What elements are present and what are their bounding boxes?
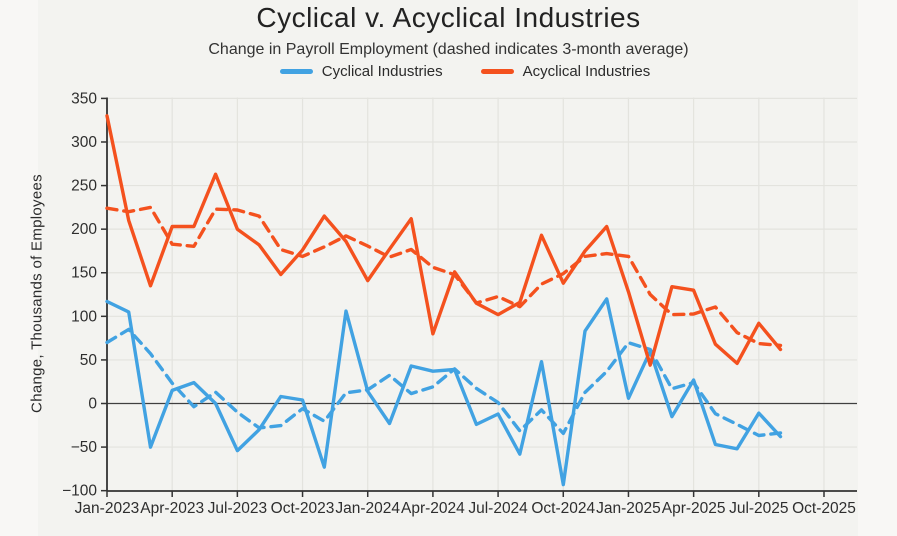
cyclical-line-swatch [279, 69, 313, 74]
y-tick-label: 100 [71, 308, 97, 325]
x-tick-label: Jul-2025 [729, 500, 788, 517]
cyclical-industries-line [105, 297, 783, 487]
x-tick-label: Jul-2024 [468, 500, 528, 517]
y-axis-title: Change, Thousands of Employees [28, 174, 46, 413]
x-tick-label: Apr-2025 [662, 500, 726, 517]
acyclical-industries-3-month-average-line [105, 205, 783, 348]
legend-item-acyclical[interactable]: Acyclical Industries [480, 63, 651, 80]
y-tick-label: 350 [71, 90, 97, 107]
x-tick-label: Jan-2023 [75, 500, 140, 517]
x-tick-label: Jan-2025 [596, 500, 661, 517]
y-tick-label: 250 [71, 178, 97, 195]
acyclical-line-swatch [480, 69, 514, 74]
x-tick-label: Oct-2023 [271, 500, 335, 517]
chart-subtitle: Change in Payroll Employment (dashed ind… [208, 41, 689, 58]
x-tick-label: Jan-2024 [335, 500, 400, 517]
chart-title: Cyclical v. Acyclical Industries [256, 2, 641, 33]
legend-item-cyclical[interactable]: Cyclical Industries [279, 63, 443, 80]
y-tick-label: 200 [71, 221, 97, 238]
y-tick-label: 50 [80, 352, 98, 369]
x-tick-label: Jul-2023 [208, 500, 267, 517]
x-tick-label: Oct-2024 [531, 500, 595, 517]
y-tick-label: 0 [88, 396, 97, 413]
x-tick-label: Oct-2025 [792, 500, 856, 517]
legend-label-cyclical: Cyclical Industries [321, 63, 443, 80]
x-tick-label: Apr-2024 [401, 500, 465, 517]
acyclical-industries-line [105, 114, 783, 367]
y-tick-label: 150 [71, 265, 97, 282]
cyclical-industries-3-month-average-line [105, 327, 783, 438]
legend-label-acyclical: Acyclical Industries [522, 63, 651, 80]
y-tick-label: 300 [71, 134, 97, 151]
y-tick-label: −100 [62, 483, 97, 500]
y-tick-label: −50 [71, 439, 98, 456]
x-tick-label: Apr-2023 [140, 500, 204, 517]
legend: Cyclical Industries Acyclical Industries [0, 63, 897, 80]
